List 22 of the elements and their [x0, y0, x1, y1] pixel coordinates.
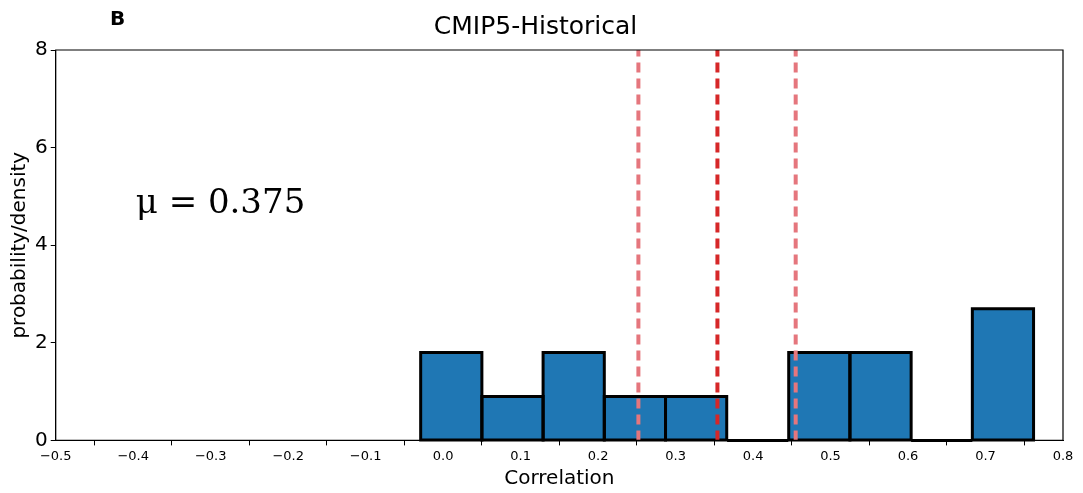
text: B — [110, 6, 126, 31]
chart-title: CMIP5-Historical — [433, 10, 638, 40]
x-tick-label: 0.5 — [820, 447, 841, 463]
x-tick-label: 0.2 — [587, 447, 609, 463]
y-tick-label: 6 — [34, 133, 48, 158]
y-axis-title: probability/density — [6, 151, 31, 339]
x-tick-label: −0.3 — [194, 447, 227, 463]
x-tick-label: 0.4 — [742, 447, 764, 463]
y-tick-label: 4 — [34, 231, 48, 256]
x-tick-label: 0.3 — [665, 447, 686, 463]
y-tick-label: 8 — [34, 36, 48, 61]
x-tick-label: −0.1 — [349, 447, 382, 463]
x-tick-label: −0.2 — [272, 447, 304, 463]
x-tick-label: −0.4 — [117, 447, 149, 463]
x-axis-title: Correlation — [504, 465, 615, 490]
y-tick-label: 2 — [34, 329, 48, 353]
x-tick-label: 0.6 — [897, 447, 919, 463]
x-tick-label: 0.8 — [1052, 447, 1074, 463]
annotation: μ = 0.375 — [135, 181, 306, 222]
x-tick-label: 0.1 — [510, 447, 531, 463]
x-tick-label: 0.7 — [975, 447, 996, 463]
x-tick-label: 0.0 — [432, 447, 454, 463]
